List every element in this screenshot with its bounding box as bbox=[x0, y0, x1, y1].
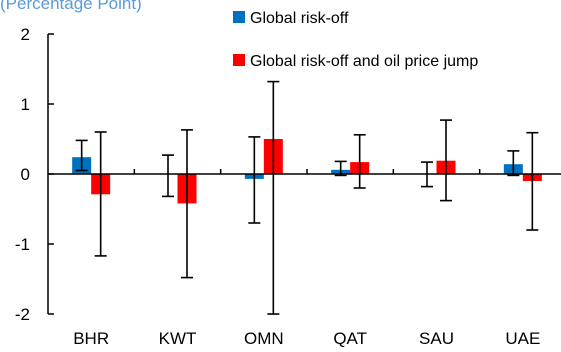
x-tick-label: UAE bbox=[505, 329, 540, 348]
x-tick-label: BHR bbox=[73, 329, 109, 348]
y-tick-label: 2 bbox=[21, 25, 30, 44]
x-tick-label: QAT bbox=[333, 329, 367, 348]
y-tick-label: -2 bbox=[15, 305, 30, 324]
legend-label: Global risk-off and oil price jump bbox=[250, 53, 478, 70]
y-tick-label: 0 bbox=[21, 165, 30, 184]
x-tick-label: OMN bbox=[244, 329, 284, 348]
legend-swatch bbox=[233, 54, 245, 66]
y-tick-label: -1 bbox=[15, 235, 30, 254]
y-tick-label: 1 bbox=[21, 95, 30, 114]
x-tick-label: SAU bbox=[419, 329, 454, 348]
legend-swatch bbox=[233, 11, 245, 23]
x-tick-label: KWT bbox=[159, 329, 197, 348]
chart-subtitle: (Percentage Point) bbox=[0, 0, 142, 13]
legend-label: Global risk-off bbox=[250, 10, 349, 27]
